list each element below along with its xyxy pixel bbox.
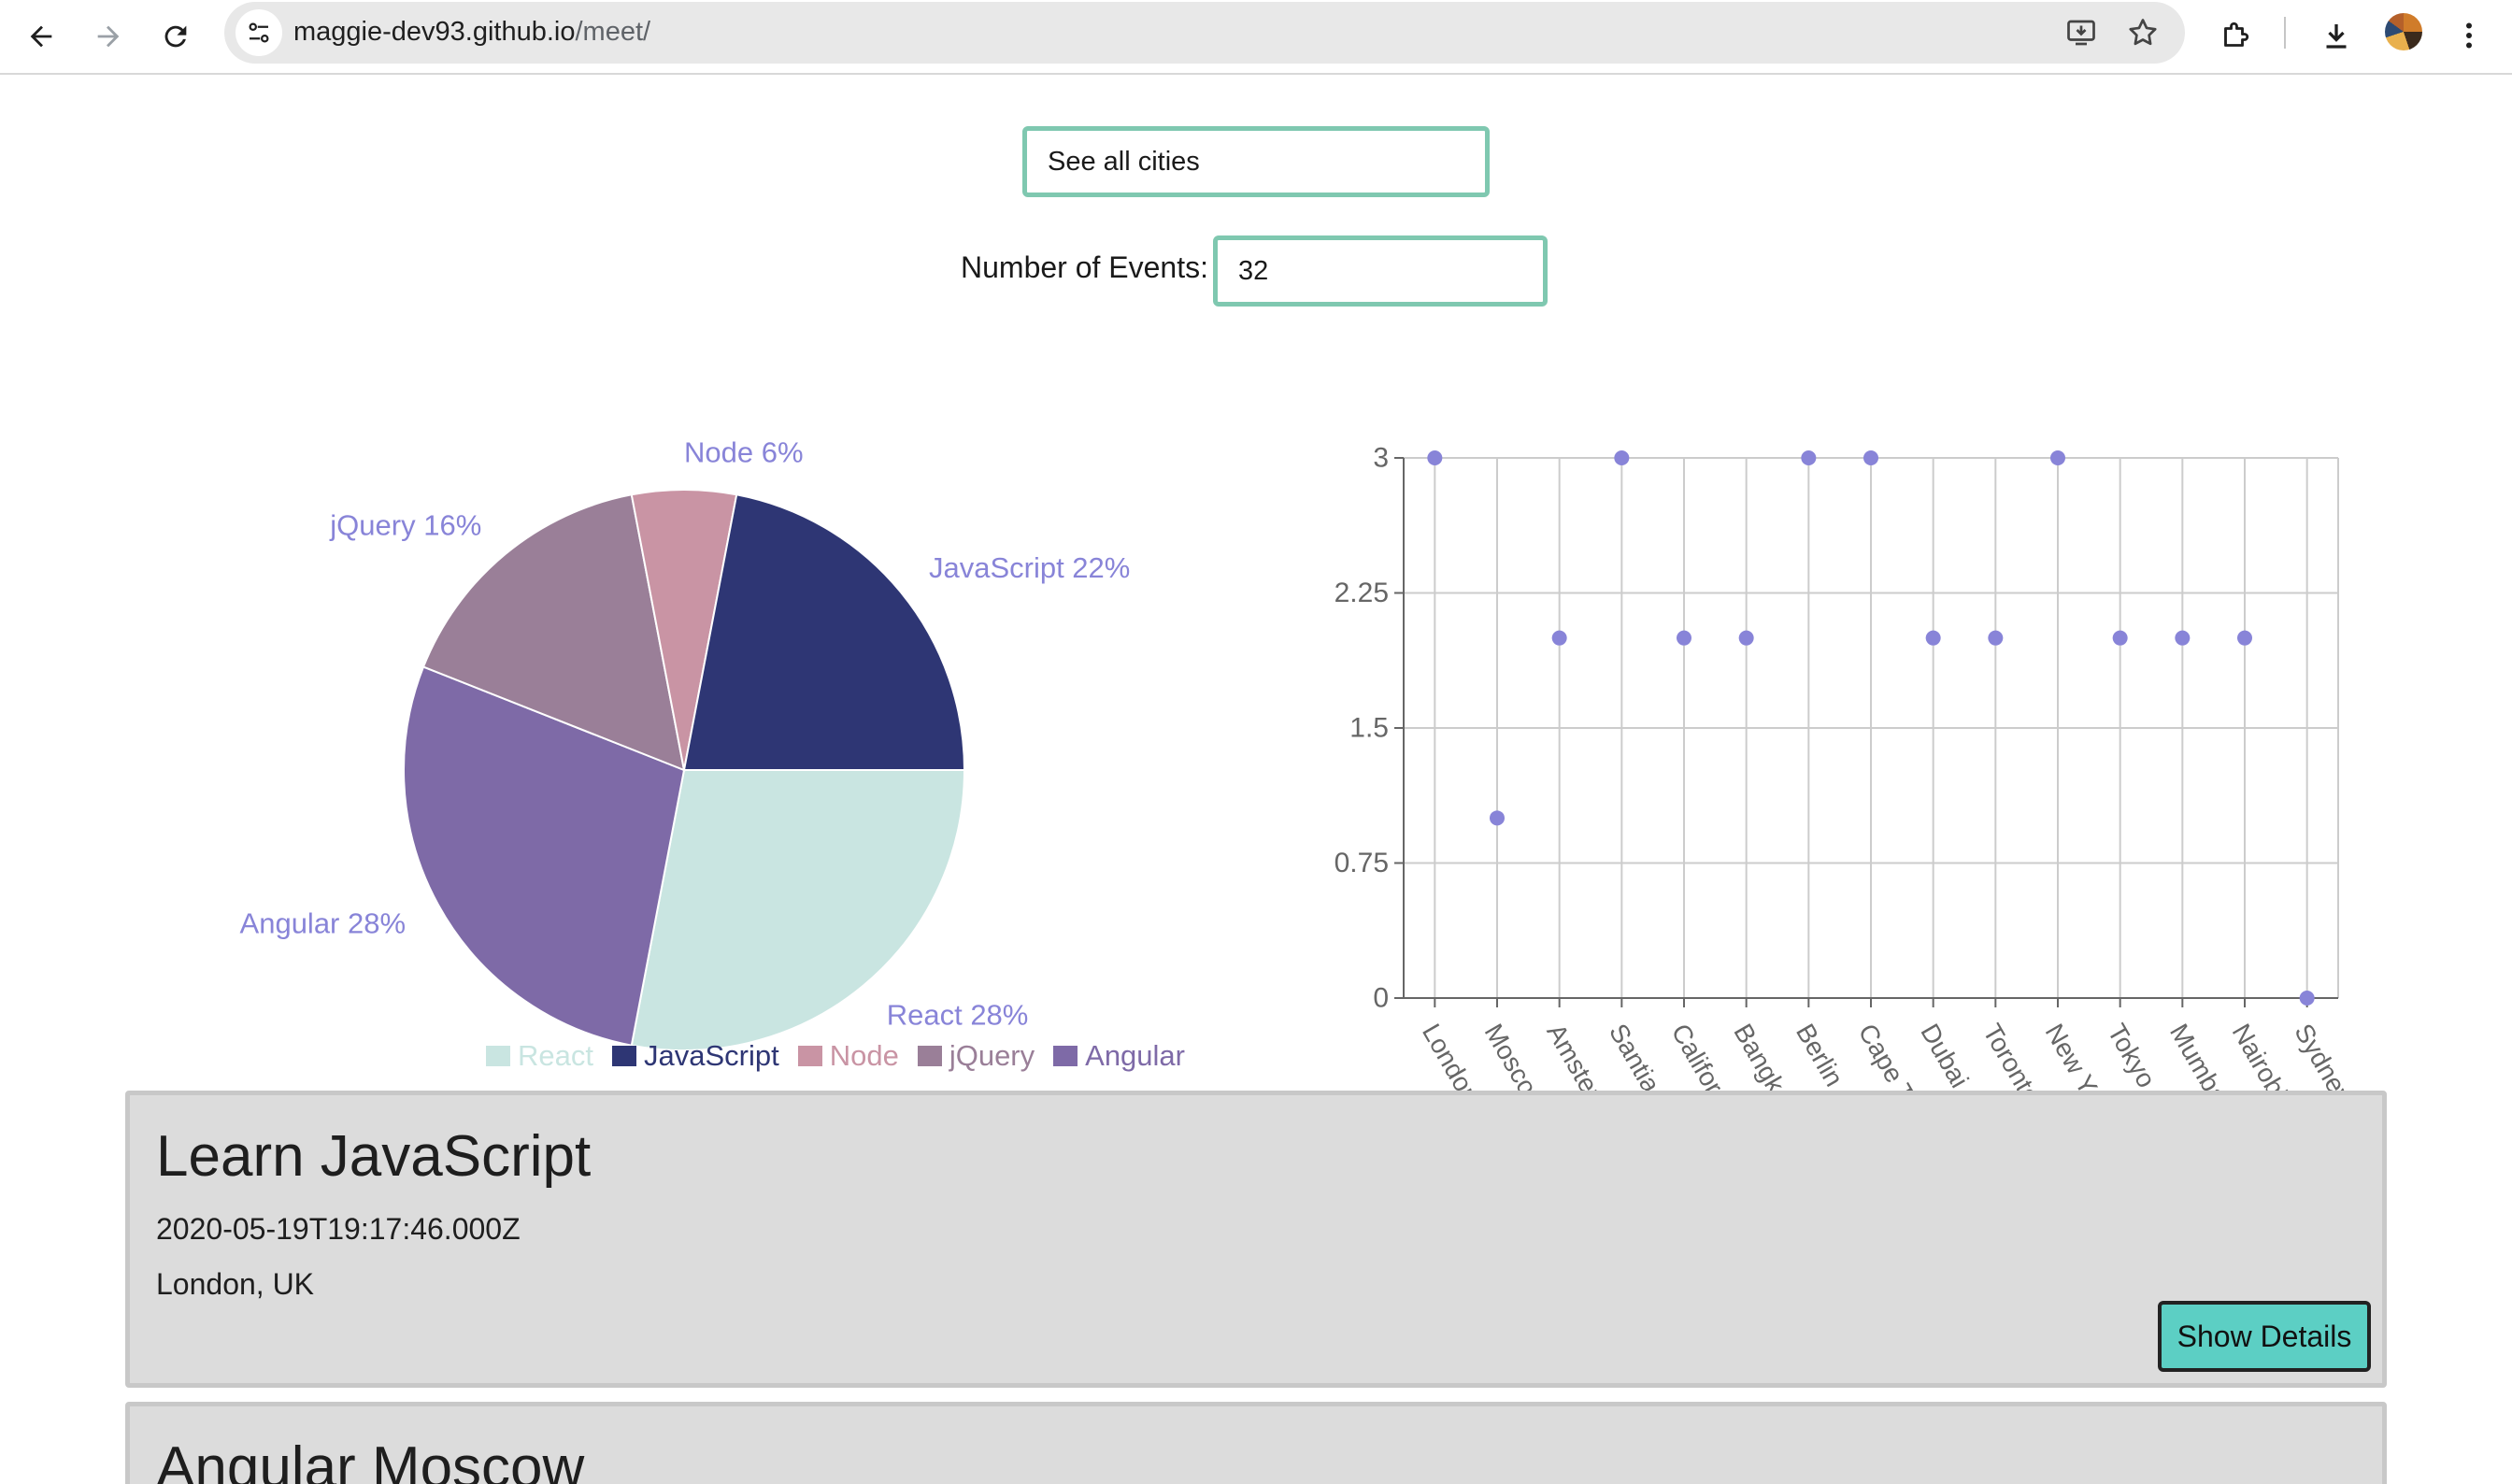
url-text: maggie-dev93.github.io/meet/ bbox=[293, 17, 650, 48]
scatter-point-berlin bbox=[1801, 450, 1817, 465]
legend-label: JavaScript bbox=[643, 1039, 779, 1072]
city-search-input[interactable] bbox=[1022, 126, 1490, 197]
legend-label: jQuery bbox=[949, 1039, 1035, 1072]
event-location: London, UK bbox=[156, 1267, 315, 1301]
y-tick-label: 3 bbox=[1373, 443, 1389, 474]
events-by-city-scatter-chart: 00.751.52.253LondonMoscowAmsterdamSantia… bbox=[1334, 443, 2355, 1169]
legend-item-react[interactable]: React bbox=[486, 1039, 593, 1073]
legend-label: React bbox=[518, 1039, 593, 1072]
pie-label-angular: Angular 28% bbox=[240, 906, 407, 939]
y-tick-label: 2.25 bbox=[1334, 578, 1389, 608]
pie-slice-jquery bbox=[421, 493, 686, 772]
scatter-point-tokyo bbox=[2112, 630, 2128, 646]
pie-slice-react bbox=[630, 769, 966, 1051]
extensions-button[interactable] bbox=[2211, 11, 2260, 60]
event-card: Angular Moscow bbox=[125, 1402, 2387, 1484]
show-details-button[interactable]: Show Details bbox=[2158, 1301, 2371, 1372]
kebab-menu-icon bbox=[2466, 22, 2472, 49]
forward-button[interactable] bbox=[84, 12, 133, 61]
x-tick-label: Dubai bbox=[1915, 1019, 1974, 1092]
topic-pie-chart: React 28% Angular 28% jQuery 16% Node 6% Jav… bbox=[240, 436, 1130, 1051]
page-content: Number of Events: React 28% Angular 28% jQ… bbox=[0, 77, 2512, 1484]
event-card: Learn JavaScript 2020-05-19T19:17:46.000… bbox=[125, 1091, 2387, 1388]
downloads-button[interactable] bbox=[2312, 11, 2361, 60]
scatter-point-sydney-nsw bbox=[2299, 991, 2315, 1006]
pie-label-node: Node 6% bbox=[684, 436, 804, 469]
event-title: Learn JavaScript bbox=[156, 1124, 592, 1189]
legend-swatch bbox=[486, 1046, 510, 1066]
legend-item-javascript[interactable]: JavaScript bbox=[611, 1039, 779, 1073]
site-info-icon[interactable] bbox=[236, 9, 282, 56]
legend-label: Angular bbox=[1085, 1039, 1185, 1072]
forward-arrow-icon bbox=[97, 25, 120, 48]
profile-avatar[interactable] bbox=[2385, 13, 2422, 50]
scatter-point-london bbox=[1427, 450, 1443, 465]
back-button[interactable] bbox=[17, 12, 65, 61]
browser-toolbar: maggie-dev93.github.io/meet/ bbox=[0, 0, 2512, 75]
pie-slice-javascript bbox=[682, 493, 966, 771]
x-tick-label: Berlin bbox=[1791, 1019, 1849, 1092]
scatter-point-toronto bbox=[1988, 630, 2004, 646]
reload-icon bbox=[164, 25, 187, 48]
pie-label-javascript: JavaScript 22% bbox=[929, 551, 1130, 584]
scatter-point-cape-town bbox=[1863, 450, 1878, 465]
install-app-icon[interactable] bbox=[2060, 11, 2103, 54]
scatter-point-california bbox=[1677, 630, 1691, 646]
event-title: Angular Moscow bbox=[156, 1435, 585, 1484]
legend-item-jquery[interactable]: jQuery bbox=[917, 1039, 1035, 1073]
scatter-point-bangkok bbox=[1738, 630, 1754, 646]
legend-swatch bbox=[1053, 1046, 1078, 1066]
url-host: maggie-dev93.github.io bbox=[293, 17, 576, 47]
legend-item-node[interactable]: Node bbox=[797, 1039, 899, 1073]
bookmark-star-icon[interactable] bbox=[2121, 11, 2164, 54]
browser-menu-button[interactable] bbox=[2445, 11, 2493, 60]
legend-swatch bbox=[797, 1046, 822, 1066]
address-bar[interactable]: maggie-dev93.github.io/meet/ bbox=[224, 2, 2185, 64]
scatter-point-amsterdam bbox=[1551, 630, 1567, 646]
scatter-point-moscow bbox=[1490, 810, 1505, 826]
y-tick-label: 0 bbox=[1373, 983, 1389, 1014]
download-icon bbox=[2326, 24, 2347, 49]
legend-label: Node bbox=[829, 1039, 899, 1072]
legend-swatch bbox=[611, 1046, 636, 1066]
scatter-point-dubai bbox=[1925, 630, 1941, 646]
scatter-point-mumbai bbox=[2175, 630, 2191, 646]
url-path: /meet/ bbox=[575, 17, 651, 47]
pie-slice-angular bbox=[403, 665, 686, 1047]
x-tick-label: Tokyo bbox=[2102, 1019, 2161, 1092]
y-tick-label: 1.5 bbox=[1349, 713, 1389, 744]
number-of-events-label: Number of Events: bbox=[961, 250, 1208, 284]
back-arrow-icon bbox=[30, 25, 52, 48]
scatter-point-santiago bbox=[1614, 450, 1630, 465]
reload-button[interactable] bbox=[151, 12, 200, 61]
scatter-point-nairobi bbox=[2237, 630, 2252, 646]
event-date: 2020-05-19T19:17:46.000Z bbox=[156, 1212, 521, 1246]
legend-item-angular[interactable]: Angular bbox=[1053, 1039, 1185, 1073]
toolbar-divider bbox=[2284, 17, 2286, 49]
scatter-point-new-york bbox=[2050, 450, 2065, 465]
puzzle-icon bbox=[2224, 21, 2249, 47]
pie-label-react: React 28% bbox=[887, 998, 1029, 1031]
number-of-events-input[interactable] bbox=[1213, 235, 1548, 307]
pie-legend: React JavaScript Node jQuery Angular bbox=[486, 1037, 1204, 1075]
legend-swatch bbox=[917, 1046, 942, 1066]
pie-label-jquery: jQuery 16% bbox=[329, 509, 481, 542]
y-tick-label: 0.75 bbox=[1334, 848, 1389, 878]
